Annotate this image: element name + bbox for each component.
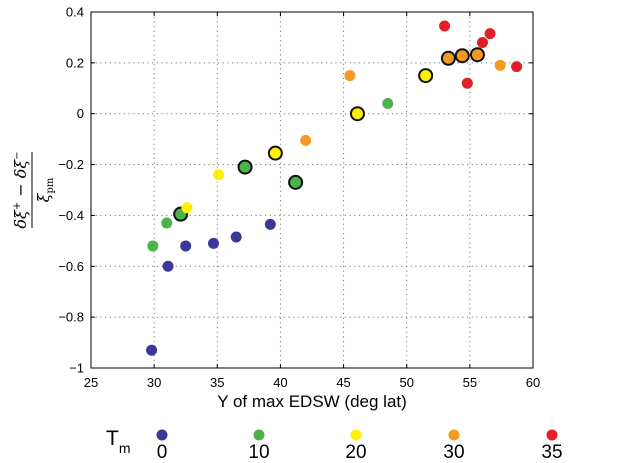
y-tick-label: −0.6: [58, 259, 84, 274]
legend-items: 0 10 20 30 35: [156, 429, 563, 463]
data-point: [147, 240, 159, 252]
x-tick-label: 40: [273, 375, 287, 390]
y-tick-label: −1: [69, 361, 84, 376]
data-point: [213, 169, 225, 181]
data-point: [300, 134, 312, 146]
axis-ticks: 25 30 35 40 45 50 55 60 −1 −0.8 −0.6 −0.4 −0.2 0 0.2 0.…: [58, 5, 540, 391]
x-axis-title: Y of max EDSW (deg lat): [217, 392, 407, 411]
data-point: [349, 106, 365, 122]
data-point: [237, 159, 253, 175]
y-tick-label: 0: [77, 106, 84, 121]
data-point: [180, 240, 192, 252]
legend-label: 0: [157, 442, 168, 463]
data-point: [454, 48, 470, 64]
y-axis-title: δξ+ − δξ− ξpm: [11, 151, 56, 228]
data-point: [439, 20, 451, 32]
data-point: [181, 202, 193, 214]
data-point: [146, 344, 158, 356]
y-tick-label: −0.8: [58, 310, 84, 325]
data-point: [461, 77, 473, 89]
legend-label: 35: [541, 442, 562, 463]
legend-marker: [546, 429, 558, 441]
x-tick-label: 60: [526, 375, 540, 390]
x-tick-label: 55: [463, 375, 477, 390]
legend-marker: [253, 429, 265, 441]
legend-marker: [448, 429, 460, 441]
legend-title: Tm: [106, 427, 131, 456]
legend-marker: [350, 429, 362, 441]
grid-lines: [91, 12, 533, 368]
y-tick-label: 0.4: [66, 5, 84, 20]
data-point: [476, 37, 488, 49]
y-axis-title-denominator: ξpm: [34, 177, 56, 202]
x-tick-label: 50: [399, 375, 413, 390]
y-tick-label: −0.2: [58, 157, 84, 172]
data-point: [418, 68, 434, 84]
data-point: [264, 218, 276, 230]
data-point: [511, 61, 523, 73]
legend-marker: [156, 429, 168, 441]
data-point: [382, 98, 394, 110]
x-tick-label: 25: [84, 375, 98, 390]
plot-area-frame: [90, 11, 534, 369]
data-point: [162, 260, 174, 272]
data-point: [161, 217, 173, 229]
data-point: [230, 231, 242, 243]
data-point: [288, 174, 304, 190]
legend: Tm 0 10 20 30 35: [106, 427, 563, 463]
x-tick-label: 45: [336, 375, 350, 390]
data-point: [267, 145, 283, 161]
data-point: [207, 237, 219, 249]
x-tick-label: 30: [147, 375, 161, 390]
legend-label: 20: [345, 442, 366, 463]
data-point: [494, 59, 506, 71]
data-point: [440, 50, 456, 66]
data-point: [469, 47, 485, 63]
data-point: [484, 28, 496, 40]
legend-label: 30: [443, 442, 464, 463]
x-tick-label: 35: [210, 375, 224, 390]
legend-label: 10: [248, 442, 269, 463]
y-tick-label: −0.4: [58, 208, 84, 223]
data-points: [146, 20, 523, 356]
data-point: [344, 70, 356, 82]
y-axis-title-numerator: δξ+ − δξ−: [11, 151, 30, 228]
y-tick-label: 0.2: [66, 55, 84, 70]
